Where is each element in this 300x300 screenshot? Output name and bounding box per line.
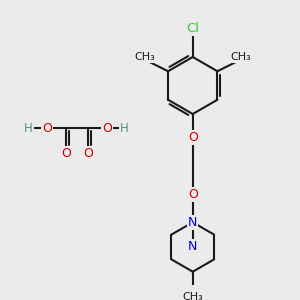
Text: O: O bbox=[83, 147, 93, 161]
Text: O: O bbox=[188, 131, 198, 144]
Text: CH₃: CH₃ bbox=[231, 52, 252, 62]
Text: O: O bbox=[102, 122, 112, 135]
Text: N: N bbox=[188, 241, 197, 254]
Text: CH₃: CH₃ bbox=[182, 292, 203, 300]
Text: O: O bbox=[61, 147, 71, 161]
Text: H: H bbox=[120, 122, 129, 135]
Text: Cl: Cl bbox=[186, 22, 199, 35]
Text: CH₃: CH₃ bbox=[134, 52, 155, 62]
Text: H: H bbox=[24, 122, 33, 135]
Text: O: O bbox=[188, 188, 198, 201]
Text: N: N bbox=[188, 216, 197, 229]
Text: O: O bbox=[43, 122, 52, 135]
